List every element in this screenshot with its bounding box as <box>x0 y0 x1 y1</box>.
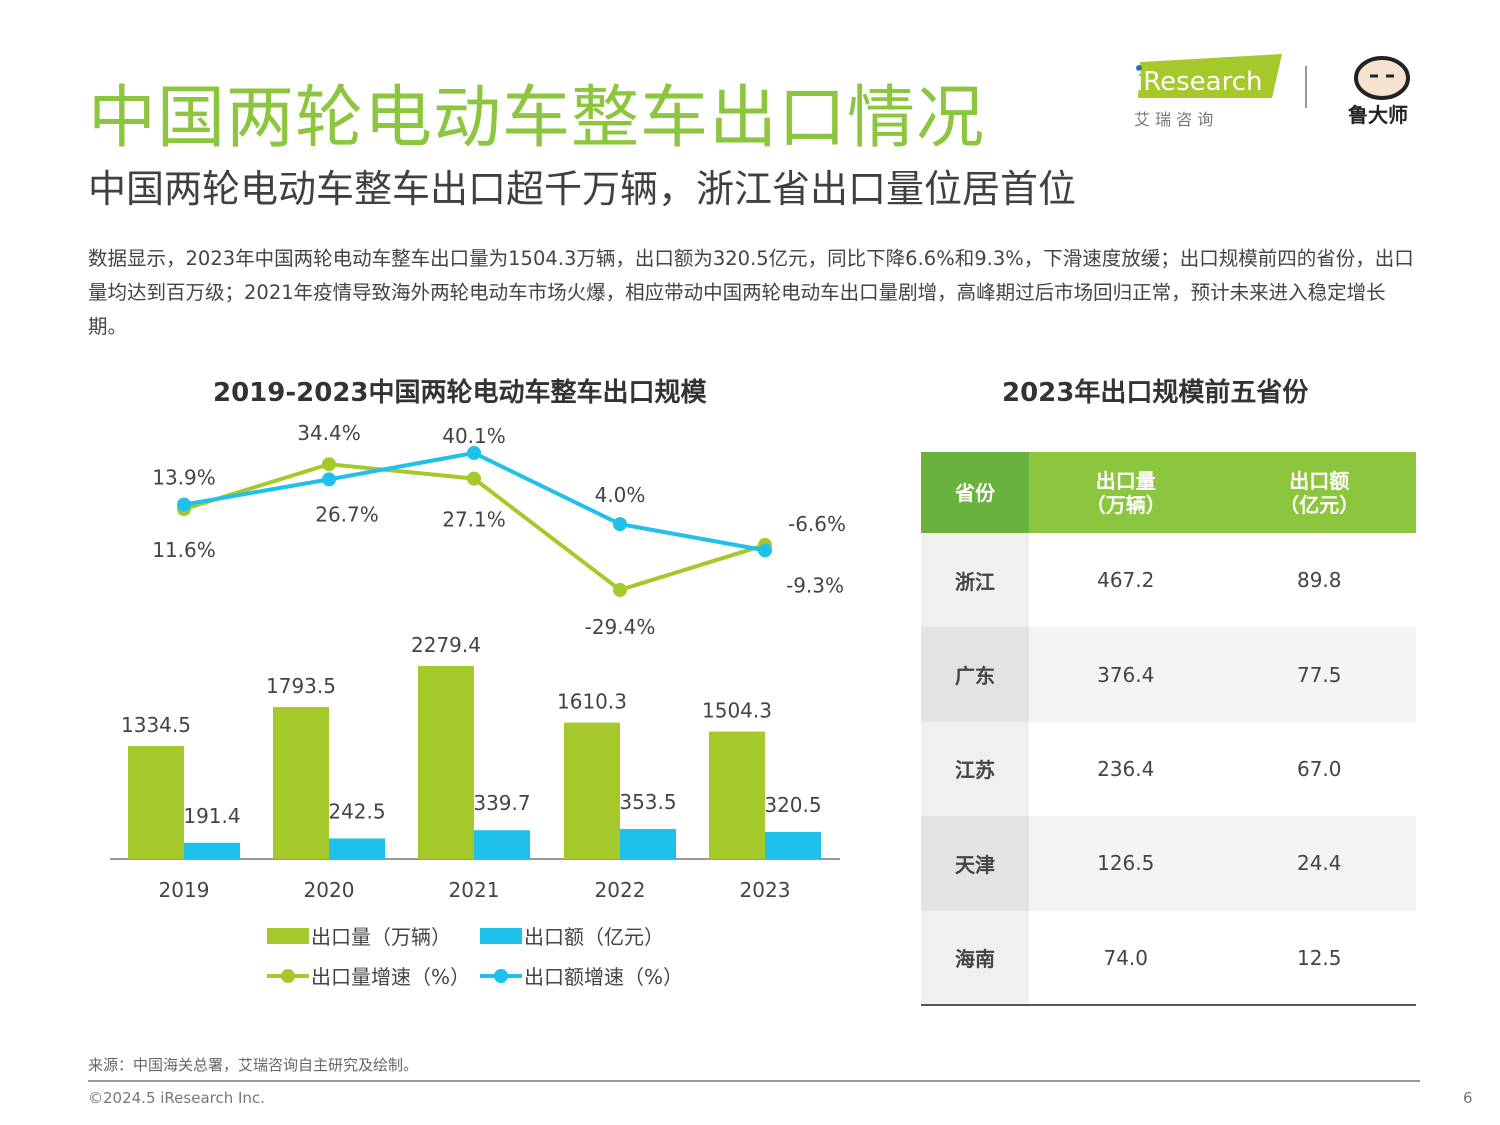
volume-bar <box>564 722 620 859</box>
line-label: -29.4% <box>585 615 656 639</box>
bar-label: 1610.3 <box>557 690 627 714</box>
volume-bar <box>128 745 184 859</box>
line-point <box>177 497 191 512</box>
table-bottom-rule <box>921 1004 1416 1006</box>
line-point <box>322 457 336 472</box>
line-point <box>613 582 627 597</box>
bar-label: 191.4 <box>183 804 240 828</box>
legend-label: 出口量（万辆） <box>311 925 451 949</box>
bar-label: 242.5 <box>328 799 385 823</box>
line-label: -9.3% <box>786 573 844 597</box>
source-note: 来源：中国海关总署，艾瑞咨询自主研究及绘制。 <box>88 1056 419 1074</box>
legend-swatch <box>480 928 522 944</box>
volume-cell: 74.0 <box>1029 910 1223 1005</box>
bar-label: 353.5 <box>619 790 676 814</box>
value-cell: 77.5 <box>1222 627 1416 722</box>
line-label: 34.4% <box>297 421 361 445</box>
bar-label: 320.5 <box>764 793 821 817</box>
province-cell: 天津 <box>921 816 1029 911</box>
value-cell: 67.0 <box>1222 721 1416 817</box>
chart-title: 2019-2023中国两轮电动车整车出口规模 <box>213 378 707 408</box>
line-label: 4.0% <box>595 483 646 507</box>
value-bar <box>184 842 240 859</box>
x-tick-label: 2020 <box>304 878 355 902</box>
line-point <box>467 446 481 461</box>
copyright: ©2024.5 iResearch Inc. <box>88 1089 265 1107</box>
iresearch-logo: iResearch 艾 瑞 咨 询 <box>1130 52 1290 132</box>
volume-cell: 376.4 <box>1029 627 1223 722</box>
volume-bar <box>418 665 474 859</box>
line-point <box>467 471 481 486</box>
page-number: 6 <box>1463 1089 1473 1107</box>
province-cell: 海南 <box>921 910 1029 1005</box>
value-bar <box>620 829 676 859</box>
bar-label: 339.7 <box>473 791 530 815</box>
value-cell: 12.5 <box>1222 910 1416 1005</box>
bar-label: 2279.4 <box>411 633 481 657</box>
x-tick-label: 2023 <box>740 878 791 902</box>
province-cell: 广东 <box>921 627 1029 722</box>
line-point <box>322 472 336 487</box>
volume-cell: 467.2 <box>1029 533 1223 628</box>
volume-cell: 236.4 <box>1029 721 1223 817</box>
value-growth-line <box>183 450 766 553</box>
province-table: 省份 出口量 （万辆） 出口额 （亿元） 浙江 467.2 89.8 广东 376.4 7… <box>921 452 1416 1005</box>
bar-label: 1793.5 <box>266 674 336 698</box>
legend-marker <box>281 969 295 983</box>
volume-bar <box>709 731 765 859</box>
ludashi-text: 鲁大师 <box>1348 103 1408 127</box>
bar-label: 1504.3 <box>702 699 772 723</box>
bar-label: 1334.5 <box>121 713 191 737</box>
line-label: 13.9% <box>152 466 216 490</box>
volume-cell: 126.5 <box>1029 816 1223 911</box>
value-cell: 24.4 <box>1222 816 1416 911</box>
col-header-value: 出口额 （亿元） <box>1222 452 1416 533</box>
svg-text:iResearch: iResearch <box>1136 67 1262 97</box>
legend-marker <box>494 969 508 983</box>
x-tick-label: 2022 <box>595 878 646 902</box>
line-point <box>613 517 627 532</box>
page-subtitle: 中国两轮电动车整车出口超千万辆，浙江省出口量位居首位 <box>88 167 1077 211</box>
province-cell: 浙江 <box>921 533 1029 628</box>
table-row: 广东 376.4 77.5 <box>921 627 1416 722</box>
legend-label: 出口额增速（%） <box>524 965 683 989</box>
value-bar <box>765 831 821 859</box>
legend-label: 出口额（亿元） <box>524 925 664 949</box>
value-bar <box>474 830 530 859</box>
export-combo-chart: 1334.5 1793.5 2279.4 1610.3 1504.3 191.4 242.5… <box>110 421 846 989</box>
table-row: 浙江 467.2 89.8 <box>921 533 1416 628</box>
line-point <box>758 543 772 558</box>
line-label: 11.6% <box>152 538 216 562</box>
line-label: 40.1% <box>442 424 506 448</box>
x-tick-label: 2021 <box>449 878 500 902</box>
legend-label: 出口量增速（%） <box>311 965 470 989</box>
footer-rule <box>88 1080 1420 1082</box>
col-header-province: 省份 <box>921 452 1029 533</box>
logo-divider <box>1305 66 1307 108</box>
iresearch-cn-text: 艾 瑞 咨 询 <box>1134 110 1213 129</box>
legend-swatch <box>267 928 309 944</box>
table-row: 天津 126.5 24.4 <box>921 816 1416 911</box>
value-cell: 89.8 <box>1222 533 1416 628</box>
volume-bar <box>273 707 329 859</box>
x-tick-label: 2019 <box>159 878 210 902</box>
table-title: 2023年出口规模前五省份 <box>1002 378 1309 408</box>
table-row: 江苏 236.4 67.0 <box>921 721 1416 817</box>
page-title: 中国两轮电动车整车出口情况 <box>88 79 986 158</box>
province-cell: 江苏 <box>921 721 1029 817</box>
line-label: -6.6% <box>788 512 846 536</box>
line-label: 27.1% <box>442 508 506 532</box>
col-header-volume: 出口量 （万辆） <box>1029 452 1223 533</box>
table-row: 海南 74.0 12.5 <box>921 910 1416 1005</box>
ludashi-logo: 鲁大师 <box>1348 52 1420 127</box>
description-text: 数据显示，2023年中国两轮电动车整车出口量为1504.3万辆，出口额为320.… <box>88 247 1414 338</box>
line-label: 26.7% <box>315 502 379 526</box>
value-bar <box>329 838 385 859</box>
